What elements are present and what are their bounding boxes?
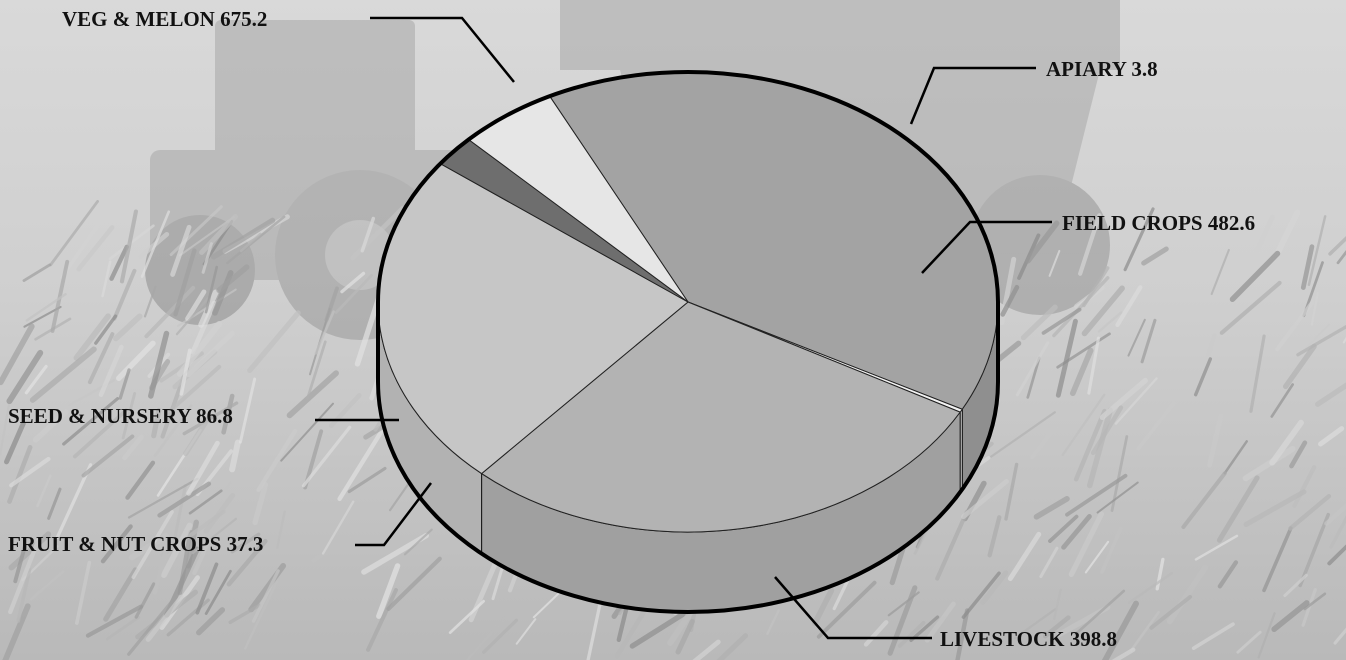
data-label-seed-nursery: SEED & NURSERY 86.8 [8,404,233,428]
leader-line-field-crops [921,220,1052,274]
data-label-field-crops: FIELD CROPS 482.6 [1062,211,1255,235]
data-label-fruit-nut-crops: FRUIT & NUT CROPS 37.3 [8,532,263,556]
data-label-apiary: APIARY 3.8 [1046,57,1158,81]
pie-outline [376,70,1000,614]
leader-line-livestock [774,576,932,640]
slice-field-crops [480,301,961,533]
leader-line-veg-melon [370,16,515,83]
leader-line-apiary [909,66,1036,125]
leader-line-fruit-nut-crops [355,482,432,547]
data-label-livestock: LIVESTOCK 398.8 [940,627,1117,651]
data-label-veg-melon: VEG & MELON 675.2 [62,7,267,31]
